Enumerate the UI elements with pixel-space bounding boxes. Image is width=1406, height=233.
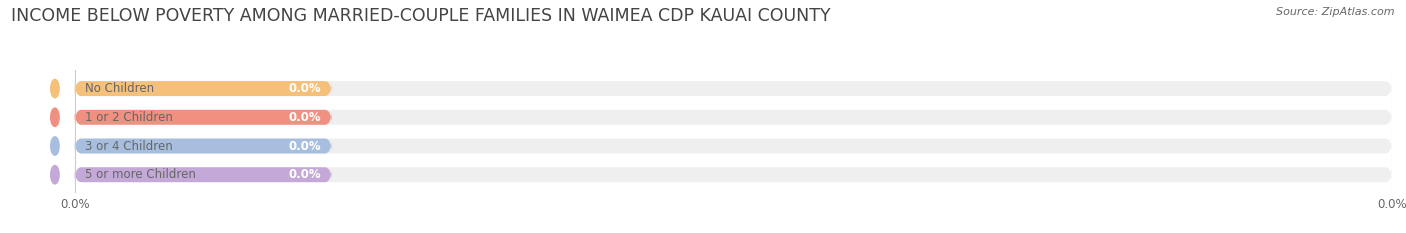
FancyBboxPatch shape <box>75 139 332 154</box>
Text: 0.0%: 0.0% <box>288 111 321 124</box>
FancyBboxPatch shape <box>75 139 1392 154</box>
Text: 0.0%: 0.0% <box>288 140 321 153</box>
Text: 0.0%: 0.0% <box>288 82 321 95</box>
FancyBboxPatch shape <box>75 110 332 125</box>
Text: 0.0%: 0.0% <box>288 168 321 181</box>
Circle shape <box>51 79 59 98</box>
Text: No Children: No Children <box>86 82 155 95</box>
Circle shape <box>51 108 59 127</box>
Text: Source: ZipAtlas.com: Source: ZipAtlas.com <box>1277 7 1395 17</box>
Text: 3 or 4 Children: 3 or 4 Children <box>86 140 173 153</box>
FancyBboxPatch shape <box>75 81 332 96</box>
Text: 1 or 2 Children: 1 or 2 Children <box>86 111 173 124</box>
Text: INCOME BELOW POVERTY AMONG MARRIED-COUPLE FAMILIES IN WAIMEA CDP KAUAI COUNTY: INCOME BELOW POVERTY AMONG MARRIED-COUPL… <box>11 7 831 25</box>
FancyBboxPatch shape <box>75 167 332 182</box>
Text: 5 or more Children: 5 or more Children <box>86 168 195 181</box>
Circle shape <box>51 137 59 155</box>
FancyBboxPatch shape <box>75 110 1392 125</box>
FancyBboxPatch shape <box>75 167 1392 182</box>
FancyBboxPatch shape <box>75 81 1392 96</box>
Circle shape <box>51 165 59 184</box>
